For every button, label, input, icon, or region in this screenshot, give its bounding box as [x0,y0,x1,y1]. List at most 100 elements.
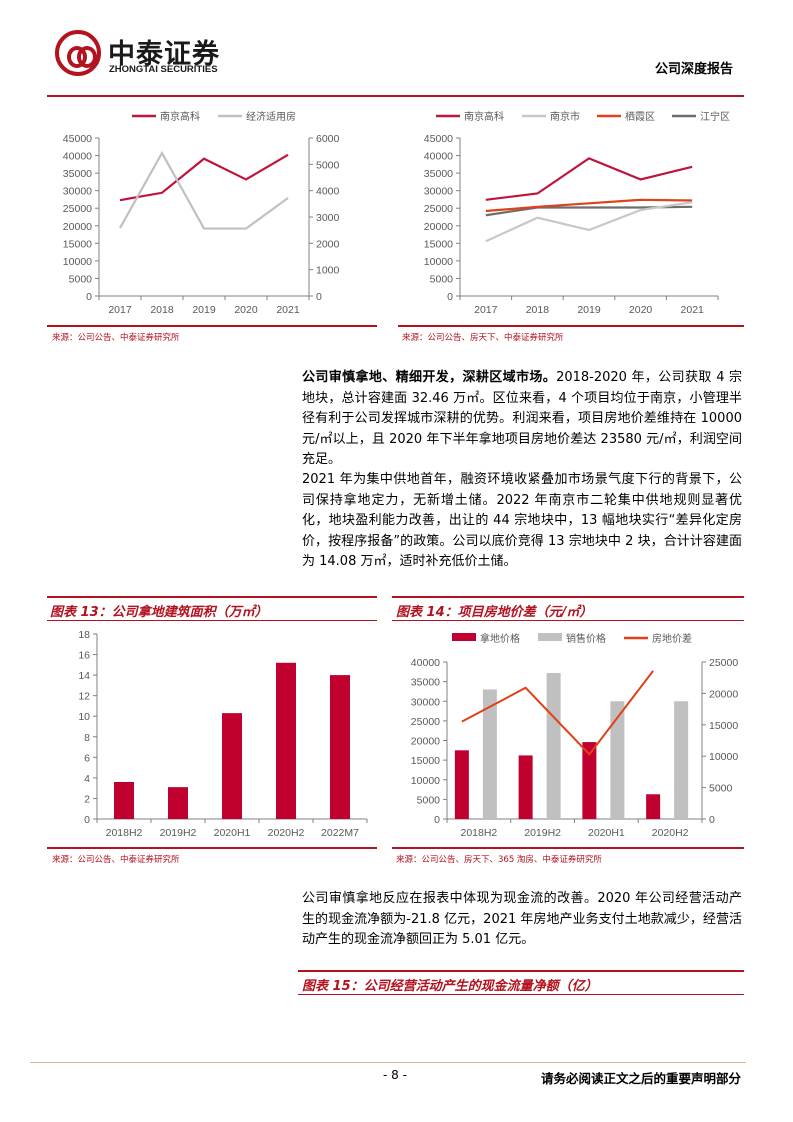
x-tick-label: 2021 [681,304,705,316]
y2-tick-label: 0 [316,291,322,303]
body-paragraph-1: 公司审慎拿地、精细开发，深耕区域市场。2018-2020 年，公司获取 4 宗地… [302,368,742,471]
paragraph-lead: 公司审慎拿地、精细开发，深耕区域市场。 [302,370,557,385]
y2-tick-label: 5000 [316,159,340,171]
y-tick-label: 10000 [424,256,453,268]
x-tick-label: 2017 [474,304,498,316]
chart-divider [47,847,377,849]
chart-top-left: 南京高科 经济适用房 0 5000 10000 15000 20000 25000 30000 3… [47,98,377,323]
legend-label: 南京高科 [464,110,504,123]
body-paragraph-2: 2021 年为集中供地首年，融资环境收紧叠加市场景气度下行的背景下，公司保持拿地… [302,472,742,569]
y-tick-label: 25000 [411,716,440,728]
bar [114,782,134,819]
y-tick-label: 35000 [411,677,440,689]
chart-source: 来源：公司公告、房天下、中泰证券研究所 [402,333,564,343]
bar [546,672,561,819]
y-tick-label: 10 [78,711,90,723]
y-tick-label: 30000 [411,696,440,708]
y-tick-label: 5000 [417,794,441,806]
x-tick-label: 2018 [150,304,174,316]
y-tick-label: 30000 [424,186,453,198]
y-tick-label: 16 [78,650,90,662]
figure-divider [392,620,744,621]
x-tick-label: 2020H2 [652,827,689,839]
y2-tick-label: 15000 [709,720,738,732]
figure-14-title: 图表 14：项目房地价差（元/㎡） [396,605,593,620]
header-divider [47,95,744,97]
figure-divider [47,596,377,598]
chart-divider [392,847,744,849]
logo-emblem-icon [55,30,101,76]
x-tick-label: 2020H1 [588,827,625,839]
page-number: - 8 - [383,1068,407,1082]
x-tick-label: 2019 [192,304,216,316]
footer-disclaimer: 请务必阅读正文之后的重要声明部分 [540,1071,741,1086]
x-tick-label: 2018H2 [460,827,497,839]
figure-divider [47,620,377,621]
x-tick-label: 2019H2 [160,827,197,839]
y2-tick-label: 3000 [316,212,340,224]
x-tick-label: 2021 [276,304,300,316]
y-tick-label: 40000 [63,151,92,163]
series-line [485,201,693,243]
legend-label: 南京高科 [160,110,200,123]
y-tick-label: 25000 [63,203,92,215]
chart-figure-13: 0 2 4 6 8 10 12 14 16 18 2018H2 2019H2 2020H1 2020H2 2… [47,622,377,844]
figure-divider [298,994,744,995]
y-tick-label: 20000 [411,736,440,748]
y2-tick-label: 5000 [709,783,733,795]
y-tick-label: 30000 [63,186,92,198]
y-tick-label: 35000 [424,168,453,180]
chart-source: 来源：公司公告、房天下、365 淘房、中泰证券研究所 [396,855,602,865]
legend-label: 栖霞区 [625,110,655,123]
chart-source: 来源：公司公告、中泰证券研究所 [52,333,180,343]
x-tick-label: 2018H2 [106,827,143,839]
bar [454,750,469,819]
bar [222,713,242,819]
y-tick-label: 0 [84,814,90,826]
footer-divider [30,1062,746,1063]
y-tick-label: 25000 [424,203,453,215]
y-tick-label: 35000 [63,168,92,180]
legend-label: 江宁区 [700,110,730,123]
y-tick-label: 5000 [430,273,454,285]
bar [482,689,497,819]
legend-swatch [452,633,476,641]
bar [610,701,625,819]
figure-divider [392,596,744,598]
legend-label: 房地价差 [652,632,692,645]
logo-name-cn: 中泰证券 [108,39,220,70]
y-tick-label: 8 [84,732,90,744]
y-tick-label: 10000 [63,256,92,268]
y-tick-label: 15000 [424,238,453,250]
bar [582,742,597,819]
chart-figure-14: 拿地价格 销售价格 房地价差 0 5000 10000 15000 20000 25000 300… [392,622,744,844]
chart-divider [47,325,377,327]
bar [168,787,188,819]
y-tick-label: 15000 [411,755,440,767]
y2-tick-label: 25000 [709,657,738,669]
y-tick-label: 0 [447,291,453,303]
x-tick-label: 2019H2 [524,827,561,839]
paragraph-text: 2018-2020 年，公司获取 4 宗地块，总计容建面 32.46 万㎡。区位… [302,370,742,467]
series-line [485,157,693,201]
y2-tick-label: 6000 [316,133,340,145]
y2-tick-label: 20000 [709,688,738,700]
y-tick-label: 18 [78,629,90,641]
y2-tick-label: 4000 [316,186,340,198]
y-tick-label: 0 [434,814,440,826]
y-tick-label: 12 [78,691,90,703]
legend-label: 南京市 [550,110,580,123]
body-paragraph-3: 公司审慎拿地反应在报表中体现为现金流的改善。2020 年公司经营活动产生的现金流… [302,891,742,947]
legend-label: 经济适用房 [246,110,296,123]
company-logo: 中泰证券 ZHONGTAI SECURITIES [55,30,245,80]
y-tick-label: 20000 [424,221,453,233]
y-tick-label: 4 [84,773,90,785]
y2-tick-label: 10000 [709,751,738,763]
x-tick-label: 2019 [577,304,601,316]
series-line [461,670,654,756]
series-line [485,198,693,213]
legend-label: 销售价格 [566,632,606,645]
bar [276,662,296,819]
y2-tick-label: 2000 [316,238,340,250]
y-tick-label: 2 [84,793,90,805]
